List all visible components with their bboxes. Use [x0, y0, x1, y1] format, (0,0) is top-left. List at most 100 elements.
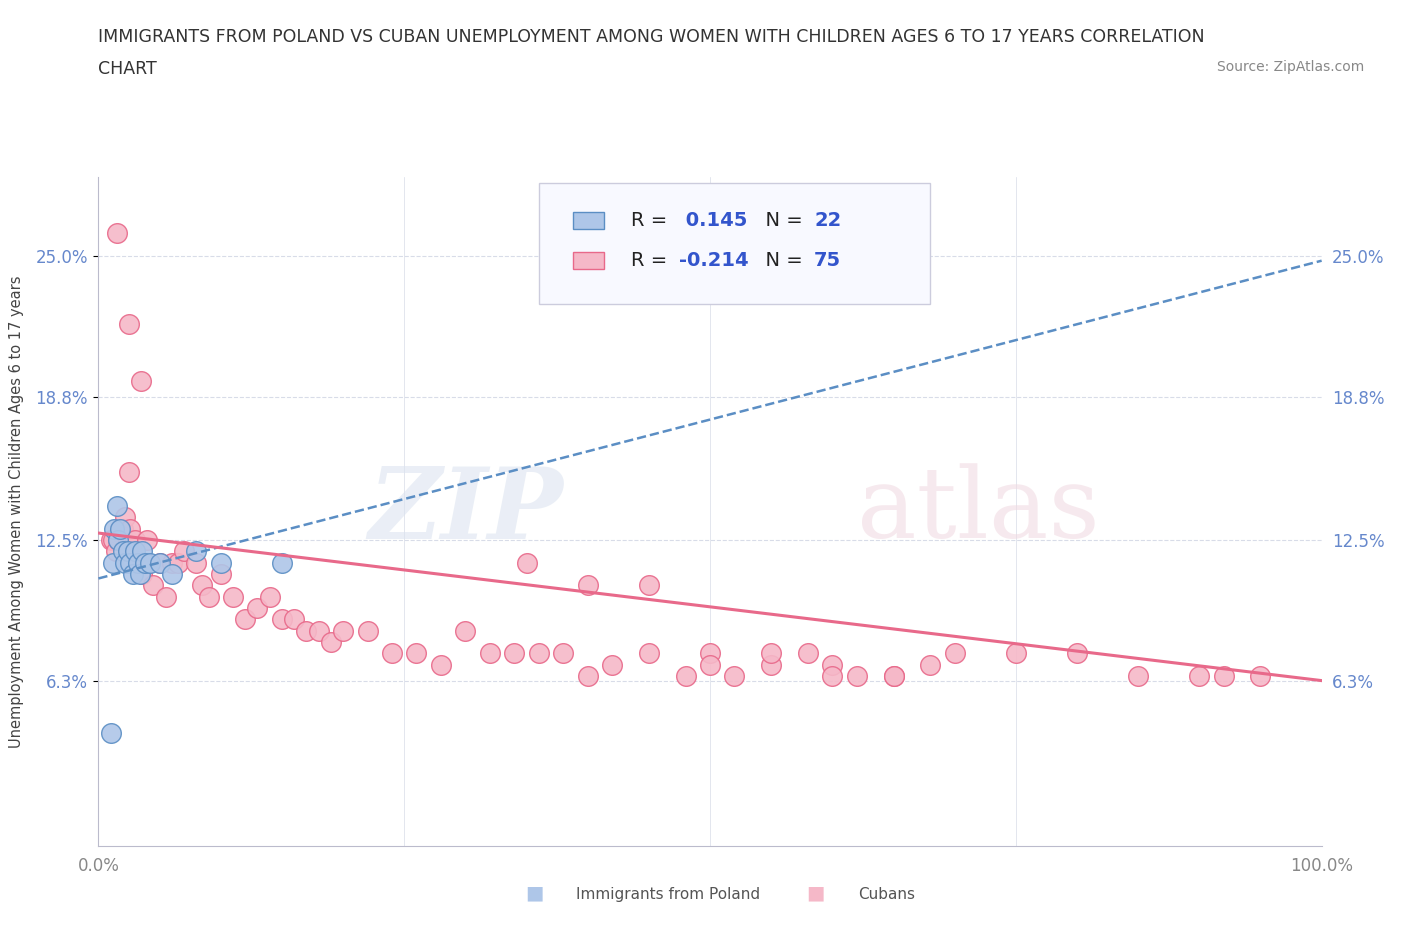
Point: [943, 646, 966, 661]
Point: [121, 566, 143, 581]
Point: [100, 533, 122, 548]
Point: [149, 555, 172, 570]
Point: [821, 658, 844, 672]
Point: [186, 544, 208, 559]
Point: [129, 555, 152, 570]
Point: [118, 464, 141, 479]
Point: [142, 578, 165, 592]
Point: [332, 623, 354, 638]
Text: -0.214: -0.214: [679, 251, 749, 270]
Point: [120, 521, 142, 536]
Point: [107, 533, 129, 548]
Point: [134, 555, 156, 570]
Text: Source: ZipAtlas.com: Source: ZipAtlas.com: [1216, 60, 1364, 74]
Text: IMMIGRANTS FROM POLAND VS CUBAN UNEMPLOYMENT AMONG WOMEN WITH CHILDREN AGES 6 TO: IMMIGRANTS FROM POLAND VS CUBAN UNEMPLOY…: [98, 28, 1205, 46]
Y-axis label: Unemployment Among Women with Children Ages 6 to 17 years: Unemployment Among Women with Children A…: [10, 275, 24, 748]
Point: [120, 555, 142, 570]
Point: [675, 669, 697, 684]
Point: [173, 544, 195, 559]
Text: N =: N =: [752, 211, 808, 230]
FancyBboxPatch shape: [574, 212, 603, 229]
Point: [191, 578, 214, 592]
Point: [131, 566, 153, 581]
Point: [101, 533, 124, 548]
Point: [149, 555, 172, 570]
Point: [139, 555, 162, 570]
Point: [821, 669, 844, 684]
Point: [127, 555, 149, 570]
Point: [155, 590, 177, 604]
Point: [111, 544, 134, 559]
Text: atlas: atlas: [856, 463, 1099, 560]
Point: [160, 566, 183, 581]
Point: [114, 555, 136, 570]
Point: [883, 669, 905, 684]
Point: [100, 725, 122, 740]
Point: [124, 544, 146, 559]
Point: [761, 646, 783, 661]
Point: [246, 601, 269, 616]
Point: [167, 555, 190, 570]
Point: [117, 544, 139, 559]
Point: [699, 658, 721, 672]
Point: [638, 578, 661, 592]
Point: [553, 646, 575, 661]
Point: [111, 521, 134, 536]
Point: [454, 623, 477, 638]
Point: [576, 578, 599, 592]
Point: [920, 658, 942, 672]
Point: [114, 510, 136, 525]
Point: [845, 669, 868, 684]
Point: [186, 555, 208, 570]
Point: [883, 669, 905, 684]
Text: 0.145: 0.145: [679, 211, 748, 230]
Text: R =: R =: [630, 251, 673, 270]
Point: [131, 544, 153, 559]
Point: [761, 658, 783, 672]
Text: N =: N =: [752, 251, 808, 270]
Text: 75: 75: [814, 251, 841, 270]
Point: [110, 521, 132, 536]
Point: [1066, 646, 1088, 661]
Point: [103, 521, 125, 536]
Point: [118, 317, 141, 332]
Text: CHART: CHART: [98, 60, 157, 78]
Point: [270, 612, 294, 627]
Point: [308, 623, 330, 638]
Point: [117, 533, 139, 548]
Point: [222, 590, 245, 604]
Point: [600, 658, 623, 672]
Text: ■: ■: [806, 884, 825, 902]
Point: [503, 646, 526, 661]
Point: [1212, 669, 1234, 684]
Point: [209, 566, 232, 581]
Point: [1249, 669, 1271, 684]
Text: 22: 22: [814, 211, 841, 230]
Point: [576, 669, 599, 684]
Point: [136, 533, 159, 548]
Point: [1128, 669, 1150, 684]
Point: [101, 555, 124, 570]
Point: [129, 566, 152, 581]
Point: [797, 646, 820, 661]
FancyBboxPatch shape: [574, 252, 603, 269]
Point: [319, 634, 342, 649]
Point: [381, 646, 404, 661]
Text: Cubans: Cubans: [858, 887, 915, 902]
Point: [121, 544, 143, 559]
Point: [104, 544, 127, 559]
Point: [105, 498, 128, 513]
Point: [1188, 669, 1211, 684]
Point: [129, 374, 152, 389]
Point: [699, 646, 721, 661]
Point: [209, 555, 232, 570]
Point: [430, 658, 453, 672]
Text: ZIP: ZIP: [368, 463, 564, 560]
Point: [1004, 646, 1026, 661]
Text: R =: R =: [630, 211, 673, 230]
Point: [638, 646, 661, 661]
Point: [110, 521, 132, 536]
Point: [134, 555, 156, 570]
Point: [356, 623, 378, 638]
Point: [259, 590, 281, 604]
